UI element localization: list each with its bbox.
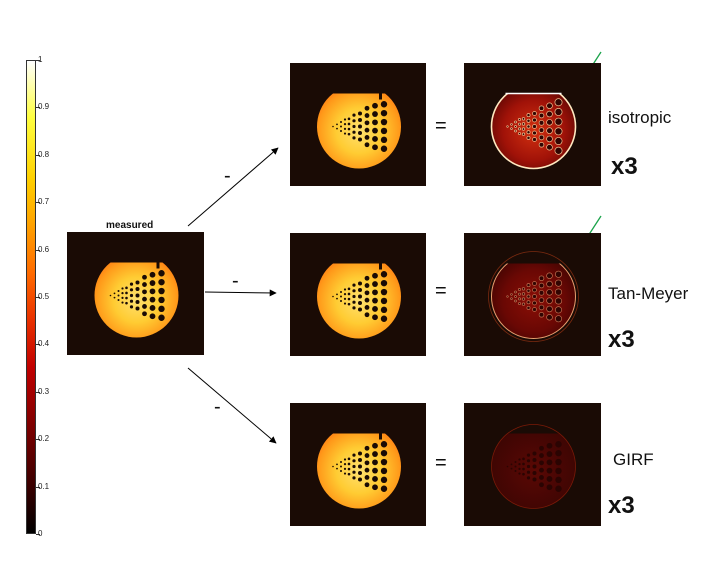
measured-label: measured bbox=[106, 220, 154, 231]
phantom-image bbox=[317, 263, 401, 339]
colorbar-tick bbox=[36, 60, 40, 61]
colorbar-tick bbox=[36, 297, 40, 298]
colorbar-tick bbox=[36, 534, 40, 535]
panel-girf-sim bbox=[290, 403, 426, 526]
equals-sign: = bbox=[435, 452, 447, 474]
colorbar-tick bbox=[36, 155, 40, 156]
colorbar-tick bbox=[36, 392, 40, 393]
panel-tanmeyer-diff bbox=[464, 233, 601, 356]
difference-image bbox=[491, 424, 576, 509]
phantom-image bbox=[317, 93, 401, 169]
label-isotropic: isotropic bbox=[608, 108, 672, 127]
colorbar-tick bbox=[36, 344, 40, 345]
label-girf: GIRF bbox=[613, 450, 654, 469]
colorbar-tick bbox=[36, 202, 40, 203]
phantom-image bbox=[94, 262, 179, 338]
factor-girf: x3 bbox=[608, 492, 635, 519]
colorbar-tick-label: 0.1 bbox=[38, 482, 50, 491]
colorbar-tick-label: 0.7 bbox=[38, 197, 50, 206]
arrow-to-tanmeyer bbox=[204, 289, 277, 297]
colorbar-tick bbox=[36, 487, 40, 488]
equals-sign: = bbox=[435, 115, 447, 137]
colorbar-tick bbox=[36, 439, 40, 440]
factor-tanmeyer: x3 bbox=[608, 326, 635, 353]
colorbar-tick bbox=[36, 107, 40, 108]
panel-measured bbox=[67, 232, 204, 355]
panel-tanmeyer-sim bbox=[290, 233, 426, 356]
arrow-to-girf bbox=[187, 367, 277, 444]
panel-isotropic-diff bbox=[464, 63, 601, 186]
colorbar-tick-label: 0.5 bbox=[38, 292, 50, 301]
difference-image bbox=[490, 92, 577, 170]
difference-image bbox=[488, 251, 579, 342]
arrow-to-isotropic bbox=[187, 147, 279, 227]
colorbar-tick-label: 0.3 bbox=[38, 387, 50, 396]
panel-girf-diff bbox=[464, 403, 601, 526]
colorbar-tick-label: 0.6 bbox=[38, 245, 50, 254]
colorbar-tick-label: 0.8 bbox=[38, 150, 50, 159]
colorbar-tick bbox=[36, 250, 40, 251]
minus-sign: - bbox=[224, 165, 231, 187]
colorbar-tick-label: 0.2 bbox=[38, 434, 50, 443]
label-tanmeyer: Tan-Meyer bbox=[608, 284, 689, 303]
colorbar-tick-label: 1 bbox=[38, 55, 43, 64]
colorbar-tick-label: 0 bbox=[38, 529, 43, 538]
equals-sign: = bbox=[435, 280, 447, 302]
colorbar-tick-label: 0.4 bbox=[38, 339, 50, 348]
factor-isotropic: x3 bbox=[611, 153, 638, 180]
panel-isotropic-sim bbox=[290, 63, 426, 186]
phantom-image bbox=[317, 433, 401, 509]
colorbar-tick-label: 0.9 bbox=[38, 102, 50, 111]
minus-sign: - bbox=[232, 270, 239, 292]
minus-sign: - bbox=[214, 396, 221, 418]
colorbar bbox=[26, 60, 36, 534]
